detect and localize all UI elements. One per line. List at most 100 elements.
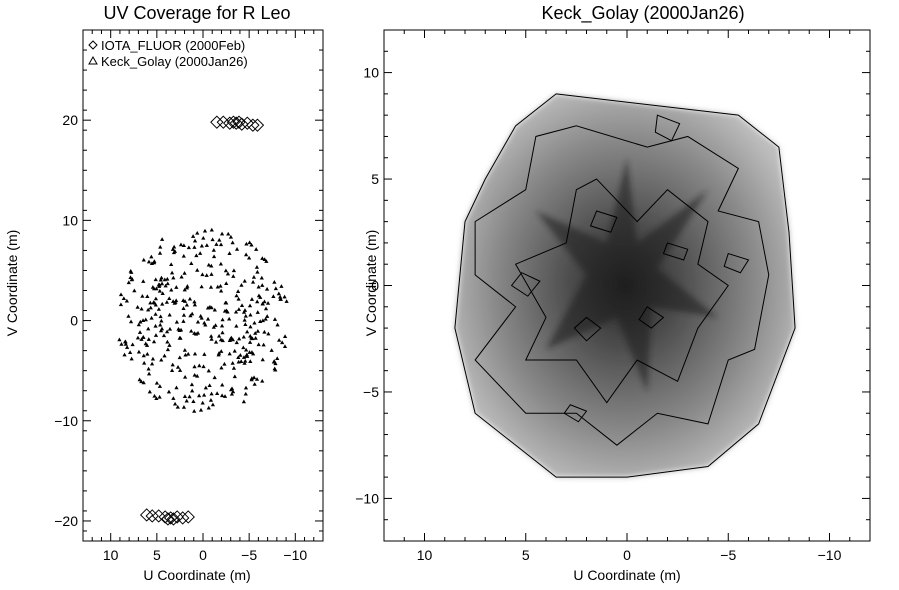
keck-triangle-point [126, 280, 131, 285]
keck-triangle-point [164, 329, 170, 334]
keck-triangle-point [137, 330, 143, 334]
keck-triangle-point [209, 272, 214, 276]
keck-triangle-point [142, 360, 147, 365]
keck-triangle-point [170, 362, 175, 367]
keck-triangle-point [121, 296, 126, 301]
keck-triangle-point [235, 289, 241, 293]
keck-triangle-point [171, 396, 176, 400]
keck-triangle-point [156, 282, 161, 287]
keck-triangle-point [215, 284, 220, 289]
keck-triangle-point [160, 291, 165, 295]
keck-triangle-point [197, 363, 202, 368]
keck-triangle-point [209, 334, 214, 338]
keck-triangle-point [165, 339, 170, 344]
keck-triangle-point [248, 312, 253, 317]
keck-triangle-point [279, 284, 284, 288]
keck-triangle-point [239, 283, 244, 287]
keck-triangle-point [158, 322, 163, 327]
keck-triangle-point [128, 350, 133, 355]
keck-triangle-point [236, 296, 241, 301]
keck-triangle-point [234, 293, 239, 298]
keck-triangle-point [172, 301, 177, 305]
keck-triangle-point [182, 374, 188, 379]
keck-triangle-point [179, 274, 184, 279]
right-x-tick-label: 0 [623, 547, 631, 563]
keck-triangle-point [185, 284, 190, 288]
keck-triangle-point [182, 394, 188, 398]
keck-triangle-point [136, 322, 141, 327]
keck-triangle-point [223, 268, 229, 273]
keck-triangle-point [149, 254, 154, 259]
keck-triangle-point [227, 316, 232, 321]
right-y-tick-label: 5 [371, 171, 379, 187]
contour-island [662, 242, 689, 261]
keck-triangle-point [161, 333, 167, 338]
uv-coverage-panel: UV Coverage for R Leo 10 5 0 −5 −10 −20−1001… [4, 3, 324, 583]
keck-triangle-point [128, 319, 134, 324]
keck-triangle-point [205, 316, 211, 321]
keck-triangle-point [169, 270, 175, 275]
keck-triangle-point [207, 383, 212, 388]
keck-triangle-point [171, 244, 177, 249]
keck-triangle-point [130, 342, 135, 347]
keck-triangle-point [261, 342, 266, 347]
iota-diamond-point [170, 510, 184, 524]
iota-diamond-point [250, 118, 265, 132]
keck-triangle-point [190, 311, 195, 316]
contour-island [510, 272, 541, 297]
keck-triangle-point [169, 262, 174, 267]
keck-triangle-point [225, 271, 231, 276]
keck-triangle-point [139, 306, 144, 311]
keck-triangle-point [192, 331, 197, 335]
keck-triangle-point [244, 241, 249, 246]
keck-triangle-point [213, 339, 219, 344]
keck-triangle-point [243, 385, 249, 390]
keck-triangle-point [187, 394, 192, 399]
keck-triangle-point [172, 401, 178, 406]
right-x-ticks: 10 5 0 −5 −10 [417, 30, 842, 563]
keck-triangle-point [247, 240, 252, 245]
keck-triangle-point [271, 294, 276, 298]
keck-triangle-point [132, 288, 137, 293]
keck-triangle-point [247, 303, 253, 308]
keck-triangle-point [123, 341, 128, 346]
keck-triangle-point [126, 314, 131, 318]
keck-triangle-point [260, 378, 265, 383]
keck-triangle-point [245, 354, 250, 358]
keck-triangle-point [229, 335, 234, 340]
keck-triangle-point [175, 404, 180, 409]
contour-lines [454, 93, 796, 478]
keck-triangle-point [153, 312, 158, 316]
keck-triangle-point [282, 334, 288, 338]
keck-triangle-point [243, 322, 248, 326]
keck-triangle-point [174, 319, 179, 324]
keck-triangle-point [157, 384, 163, 388]
keck-triangle-point [157, 394, 162, 399]
keck-triangle-point [139, 379, 144, 384]
keck-triangle-point [153, 302, 158, 307]
keck-triangle-point [156, 307, 161, 311]
keck-triangle-point [259, 275, 264, 280]
right-x-tick-label: 5 [522, 547, 530, 563]
keck-triangle-point [141, 257, 146, 262]
keck-triangle-point [250, 279, 256, 284]
left-data-points [117, 115, 289, 526]
keck-triangle-point [211, 254, 217, 259]
keck-triangle-point [165, 281, 170, 286]
keck-triangle-point [236, 336, 242, 341]
keck-triangle-point [218, 288, 224, 293]
keck-triangle-point [154, 286, 159, 291]
keck-triangle-point [239, 303, 245, 308]
keck-triangle-point [217, 237, 222, 242]
left-y-tick-label: 0 [70, 313, 78, 329]
iota-diamond-point [158, 510, 172, 524]
keck-triangle-point [181, 405, 187, 409]
keck-triangle-point [212, 375, 217, 380]
iota-diamond-point [210, 115, 224, 129]
keck-triangle-point [146, 371, 152, 376]
left-y-tick-label: 20 [62, 112, 78, 128]
keck-triangle-point [146, 326, 151, 331]
keck-triangle-point [210, 237, 215, 242]
keck-triangle-point [118, 292, 124, 297]
keck-triangle-point [177, 368, 183, 372]
